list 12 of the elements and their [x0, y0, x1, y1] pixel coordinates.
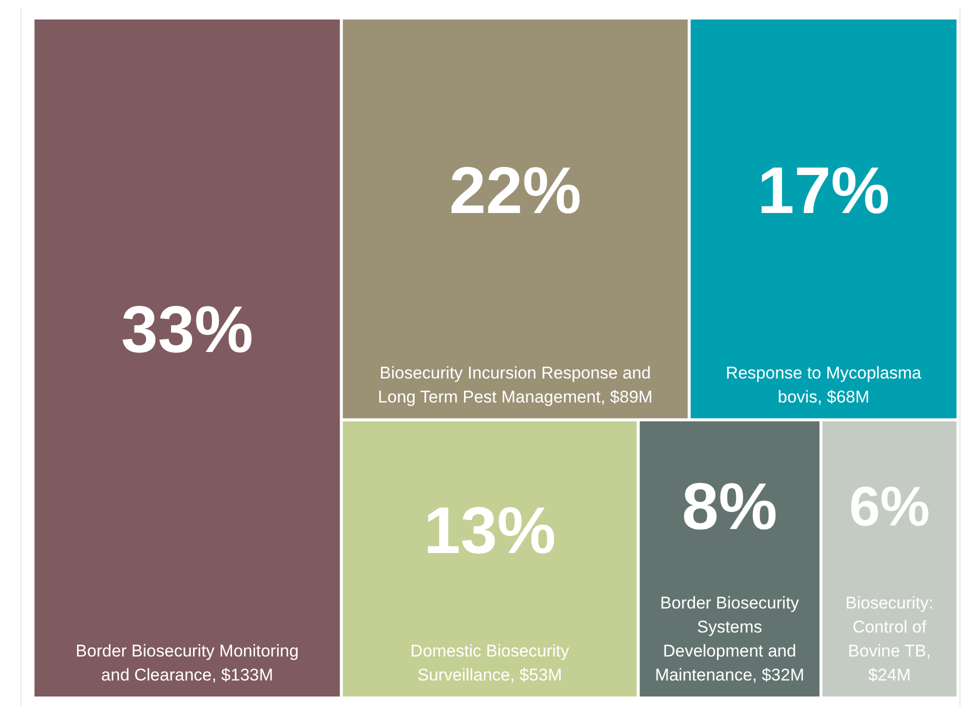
data-label: 17% — [758, 153, 890, 228]
category-label: Border Biosecurity Monitoring and Clearance, $133M — [76, 642, 299, 684]
category-label: Biosecurity Incursion Response and Long Term Pest Management, $89M — [378, 363, 653, 406]
category-label: Response to Mycoplasma bovis, $68M — [726, 363, 922, 406]
data-label: 13% — [424, 493, 556, 568]
data-label: 8% — [682, 469, 778, 544]
category-label: Biosecurity: Control of Bovine TB, $24M — [846, 594, 934, 684]
data-label: 6% — [849, 474, 930, 538]
data-label: 33% — [121, 292, 254, 366]
category-label: Domestic Biosecurity Surveillance, $53M — [410, 642, 570, 684]
category-label: Border Biosecurity Systems Development and Maintenance, $32M — [654, 594, 804, 684]
data-label: 22% — [449, 153, 582, 228]
